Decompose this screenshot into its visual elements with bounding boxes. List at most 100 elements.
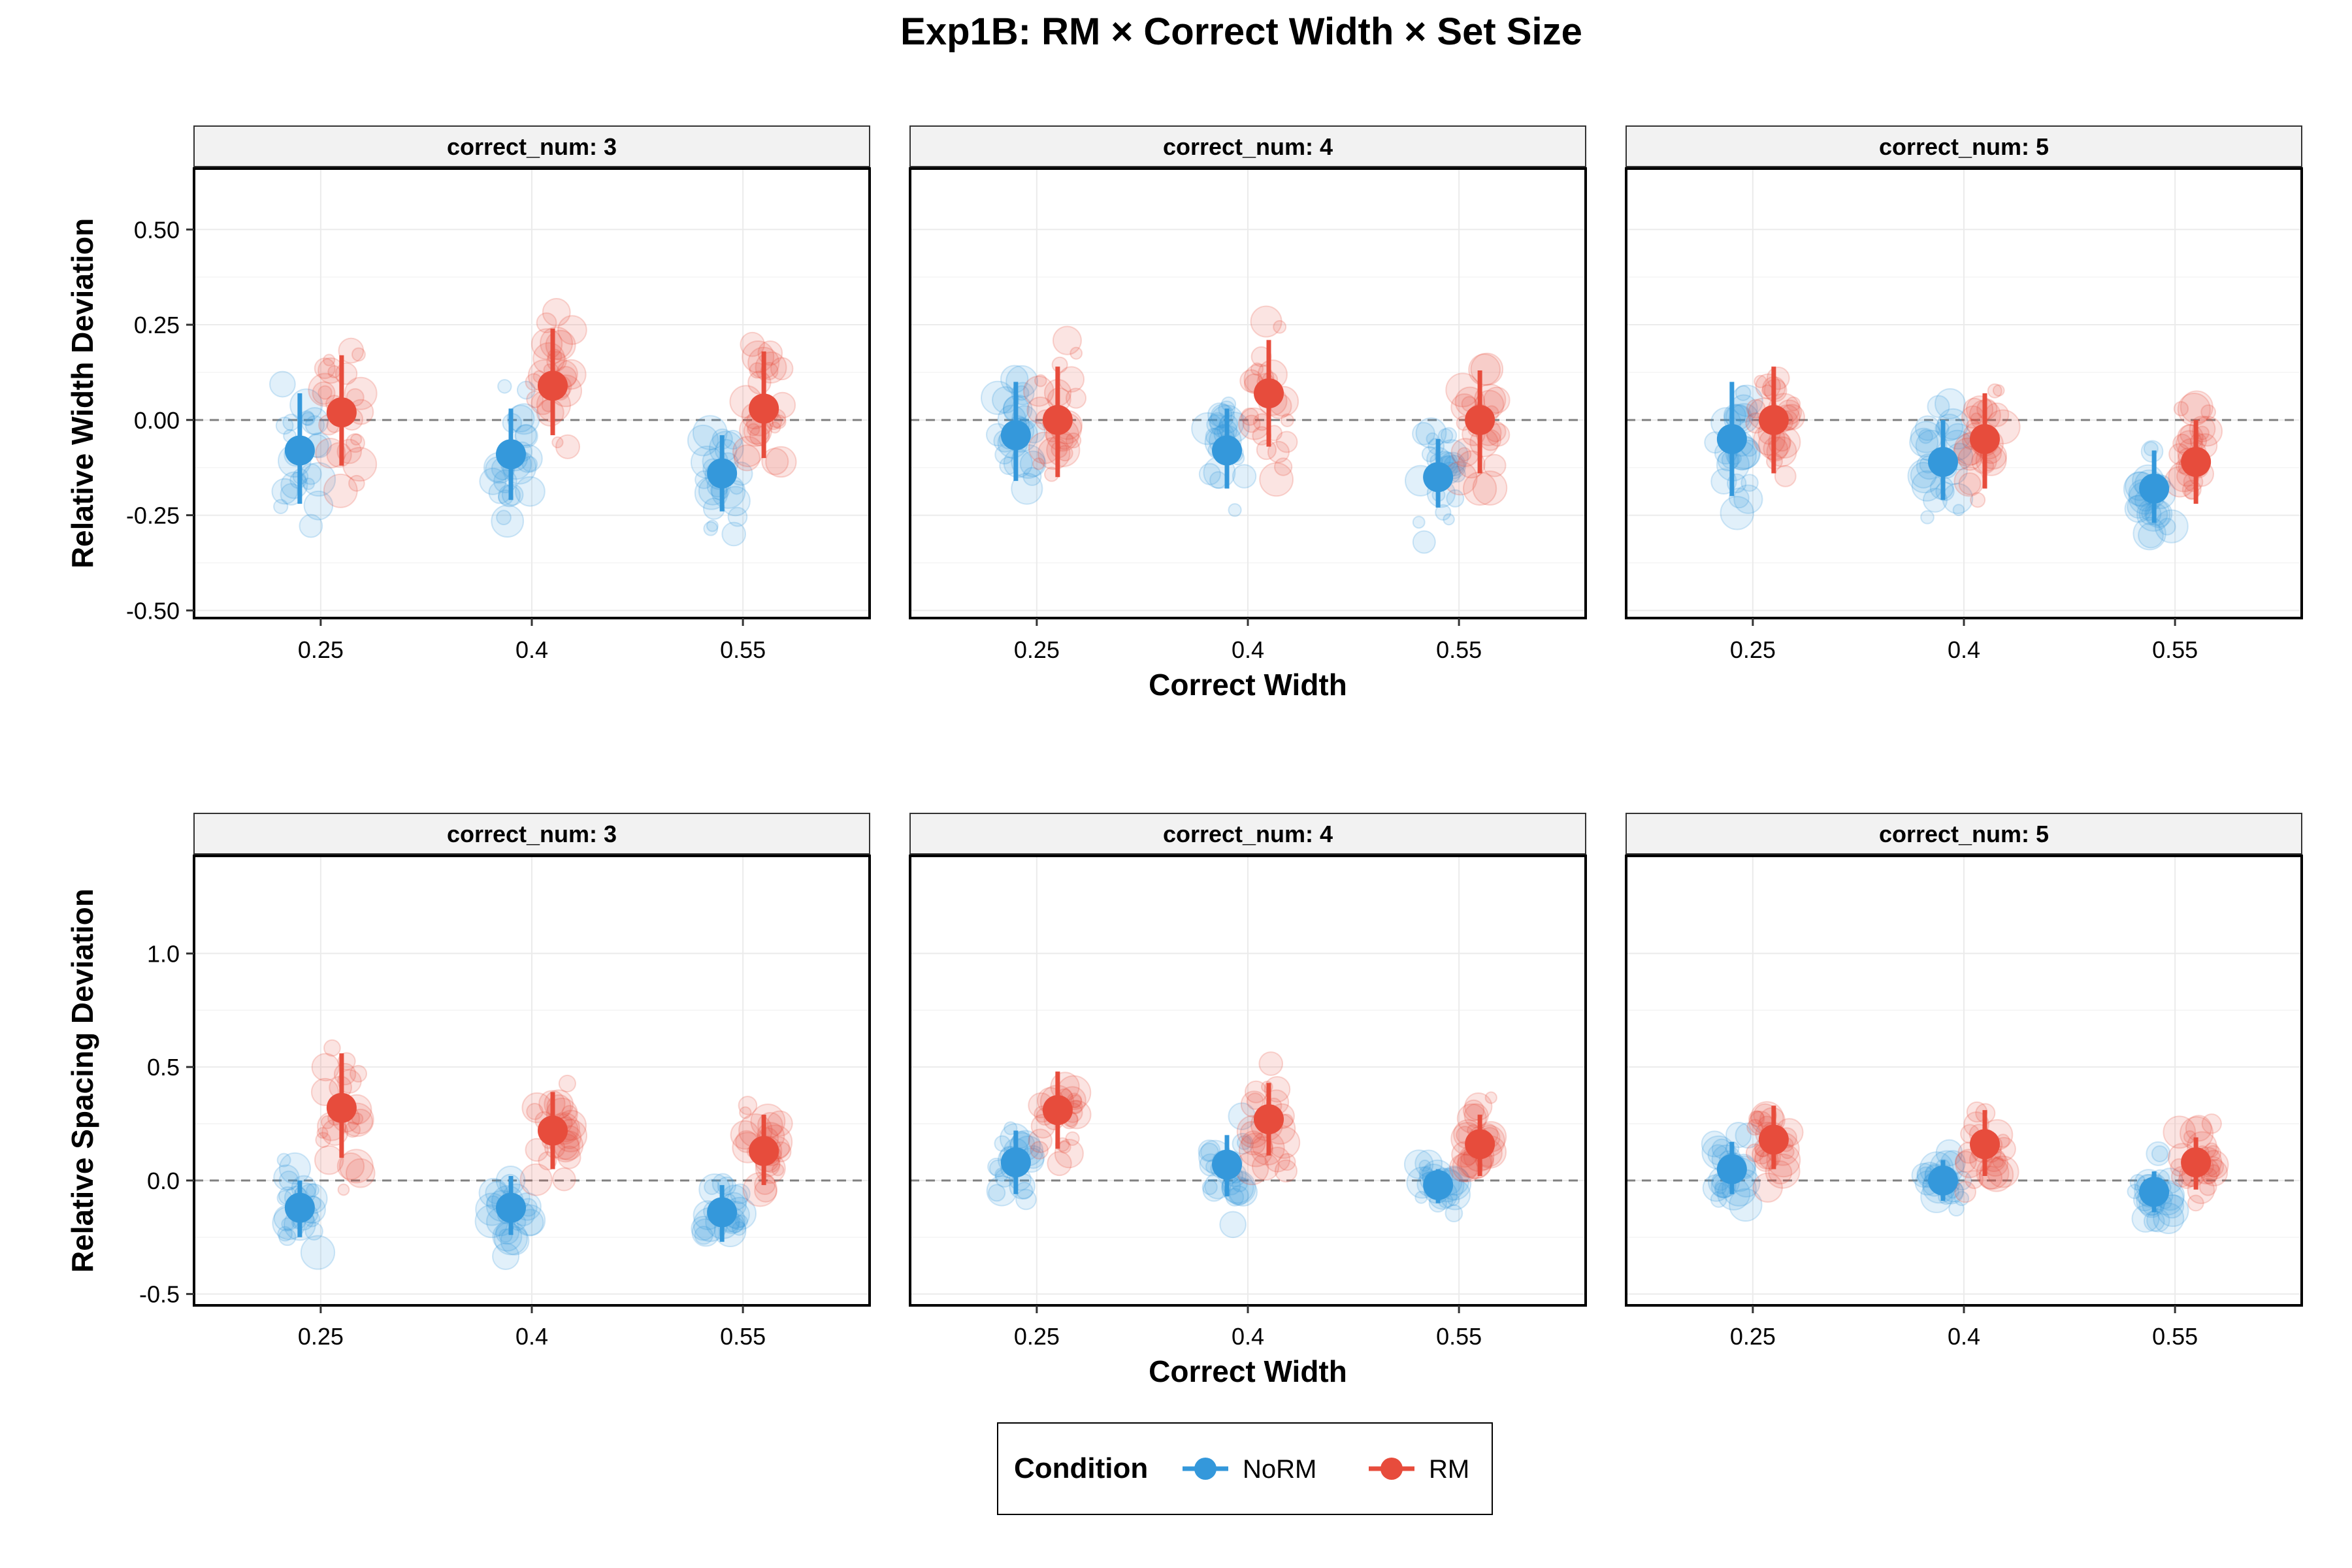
observation-point <box>514 423 538 448</box>
observation-point <box>536 312 557 334</box>
observation-point <box>517 1209 544 1236</box>
observation-point <box>1273 457 1293 476</box>
mean-point <box>1758 404 1789 435</box>
observation-point <box>1986 1155 2019 1188</box>
observation-point <box>348 474 365 492</box>
observation-point <box>1054 1139 1084 1169</box>
observation-point <box>2127 495 2151 519</box>
observation-point <box>558 1074 576 1093</box>
observation-point <box>2163 1115 2197 1149</box>
observation-point <box>2151 1145 2168 1162</box>
facet-strip-label: correct_num: 4 <box>1163 133 1333 160</box>
observation-point <box>1746 1119 1763 1136</box>
observation-point <box>1964 1169 1984 1189</box>
observation-point <box>2201 1113 2222 1134</box>
observation-point <box>479 467 507 495</box>
observation-point <box>1251 1152 1280 1181</box>
facet-strip <box>193 813 870 855</box>
observation-point <box>299 514 323 538</box>
y-tick-label: 0.5 <box>147 1054 180 1081</box>
observation-point <box>1486 423 1511 447</box>
observation-point <box>747 423 760 436</box>
observation-point <box>1028 431 1061 465</box>
observation-point <box>703 521 719 536</box>
observation-point <box>552 1167 576 1192</box>
x-tick-label: 0.55 <box>2152 636 2198 663</box>
observation-point <box>1918 429 1933 444</box>
observation-point <box>2180 390 2213 424</box>
x-tick-label: 0.55 <box>720 1323 766 1350</box>
observation-point <box>1065 1131 1080 1146</box>
observation-point <box>515 476 546 507</box>
observation-point <box>338 337 365 364</box>
facet-strip <box>909 813 1586 855</box>
x-tick-label: 0.25 <box>298 636 344 663</box>
observation-point <box>1034 374 1047 387</box>
observation-point <box>1225 1188 1245 1207</box>
observation-point <box>1258 1051 1284 1076</box>
y-tick-label: -0.50 <box>126 597 180 624</box>
observation-point <box>1241 407 1260 426</box>
observation-point <box>302 477 315 491</box>
observation-point <box>1011 472 1043 505</box>
x-tick-label: 0.25 <box>1730 1323 1776 1350</box>
observation-point <box>500 1226 530 1256</box>
mean-point <box>749 1135 779 1166</box>
x-tick-label: 0.25 <box>1014 1323 1060 1350</box>
observation-point <box>304 1222 323 1241</box>
observation-point <box>561 1105 578 1121</box>
y-tick-label: -0.5 <box>139 1281 180 1308</box>
observation-point <box>311 1053 340 1082</box>
mean-point <box>1970 1129 2000 1160</box>
observation-point <box>771 1163 785 1177</box>
mean-point <box>1212 435 1242 466</box>
observation-point <box>729 480 744 495</box>
observation-point <box>277 1226 293 1242</box>
observation-point <box>1953 1190 1970 1206</box>
observation-point <box>772 414 787 429</box>
observation-point <box>273 498 289 514</box>
observation-point <box>1725 1122 1752 1149</box>
mean-point <box>1000 1147 1031 1178</box>
observation-point <box>1019 450 1047 478</box>
observation-point <box>1740 474 1759 492</box>
facet-strip-label: correct_num: 3 <box>447 821 617 847</box>
mean-point <box>1716 1154 1747 1184</box>
observation-point <box>1954 1181 1977 1203</box>
observation-point <box>350 433 363 446</box>
observation-point <box>1729 1188 1763 1222</box>
observation-point <box>706 519 719 532</box>
observation-point <box>275 416 294 435</box>
observation-point <box>1720 495 1754 531</box>
observation-point <box>1435 504 1452 521</box>
observation-point <box>2146 1208 2170 1233</box>
observation-point <box>314 357 336 380</box>
observation-point <box>1735 385 1752 401</box>
observation-point <box>704 1179 720 1196</box>
observation-point <box>1753 1103 1777 1128</box>
observation-point <box>986 1175 1018 1207</box>
mean-point <box>1254 1104 1284 1135</box>
observation-point <box>2132 516 2166 551</box>
observation-point <box>1750 1110 1765 1125</box>
observation-point <box>1047 1151 1072 1177</box>
observation-point <box>1065 387 1087 409</box>
observation-point <box>1774 465 1797 487</box>
observation-point <box>1228 1185 1249 1206</box>
observation-point <box>1992 384 2005 397</box>
legend-title: Condition <box>1014 1452 1148 1484</box>
y-axis-title: Relative Spacing Deviation <box>65 889 99 1273</box>
observation-point <box>557 1145 581 1169</box>
observation-point <box>2187 1194 2204 1212</box>
observation-point <box>491 504 525 538</box>
observation-point <box>2138 522 2164 549</box>
observation-point <box>1065 432 1082 449</box>
mean-point <box>1928 446 1958 477</box>
observation-point <box>1191 412 1224 446</box>
observation-point <box>1745 1143 1765 1162</box>
observation-point <box>536 399 564 427</box>
observation-point <box>1250 346 1272 367</box>
observation-point <box>1970 492 1986 508</box>
x-tick-label: 0.4 <box>1232 636 1264 663</box>
